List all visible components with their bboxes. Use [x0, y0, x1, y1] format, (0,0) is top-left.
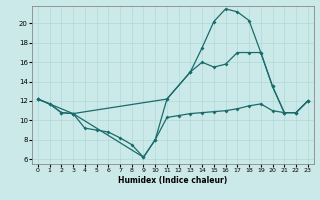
X-axis label: Humidex (Indice chaleur): Humidex (Indice chaleur) [118, 176, 228, 185]
